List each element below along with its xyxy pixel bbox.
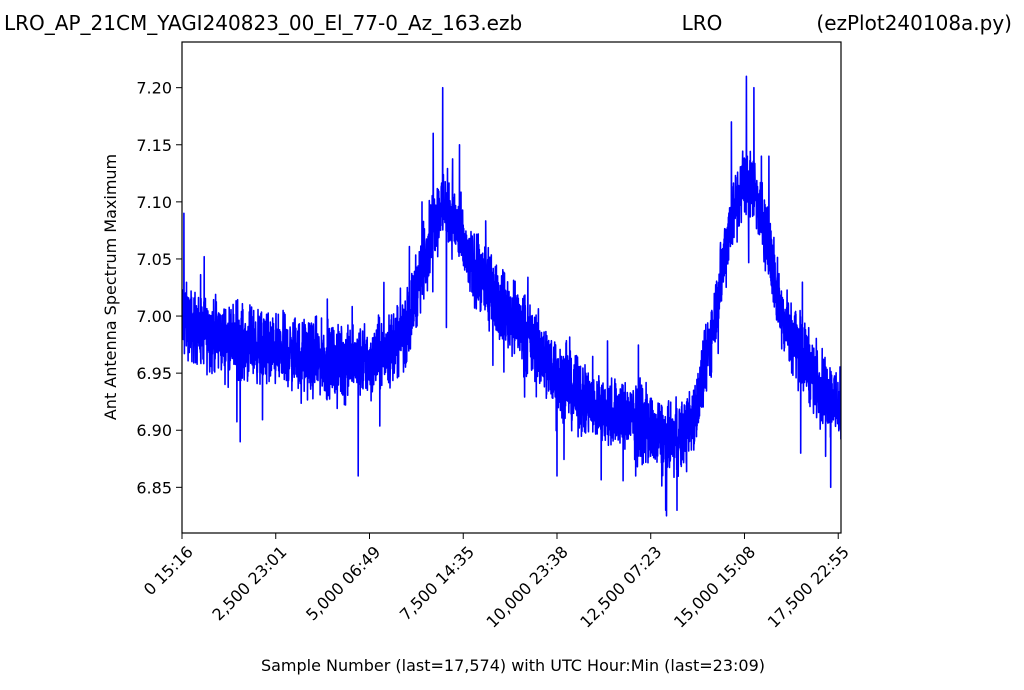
y-tick-label: 7.05: [136, 250, 172, 269]
chart-title-center: LRO: [682, 11, 723, 35]
chart-title-left: LRO_AP_21CM_YAGI240823_00_El_77-0_Az_163…: [4, 11, 522, 35]
x-tick-label: 0 15:16: [140, 542, 197, 599]
y-tick-label: 6.90: [136, 421, 172, 440]
y-axis-label: Ant Antenna Spectrum Maximum: [101, 154, 120, 420]
series-layer: [182, 75, 841, 517]
chart-title-right: (ezPlot240108a.py): [816, 11, 1012, 35]
x-axis-label: Sample Number (last=17,574) with UTC Hou…: [261, 656, 765, 675]
y-tick-label: 6.95: [136, 364, 172, 383]
plot-frame: [181, 41, 842, 534]
x-tick-label: 7,500 14:35: [396, 542, 478, 624]
x-tick-label: 15,000 15:08: [670, 542, 759, 631]
x-tick-label: 17,500 22:55: [764, 542, 853, 631]
x-tick-label: 10,000 23:38: [483, 542, 572, 631]
series-line-0: [182, 75, 841, 517]
x-tick-label: 5,000 06:49: [302, 542, 384, 624]
x-tick-label: 2,500 23:01: [208, 542, 290, 624]
y-tick-label: 7.00: [136, 307, 172, 326]
y-tick-label: 7.15: [136, 136, 172, 155]
y-axis: 6.85 6.90 6.95 7.00 7.05 7.10 7.15 7.20: [136, 79, 182, 497]
x-tick-label: 12,500 07:23: [576, 542, 665, 631]
y-tick-label: 7.20: [136, 79, 172, 98]
x-axis: 0 15:16 2,500 23:01 5,000 06:49 7,500 14:35…: [140, 533, 853, 632]
y-tick-label: 7.10: [136, 193, 172, 212]
y-tick-label: 6.85: [136, 478, 172, 497]
